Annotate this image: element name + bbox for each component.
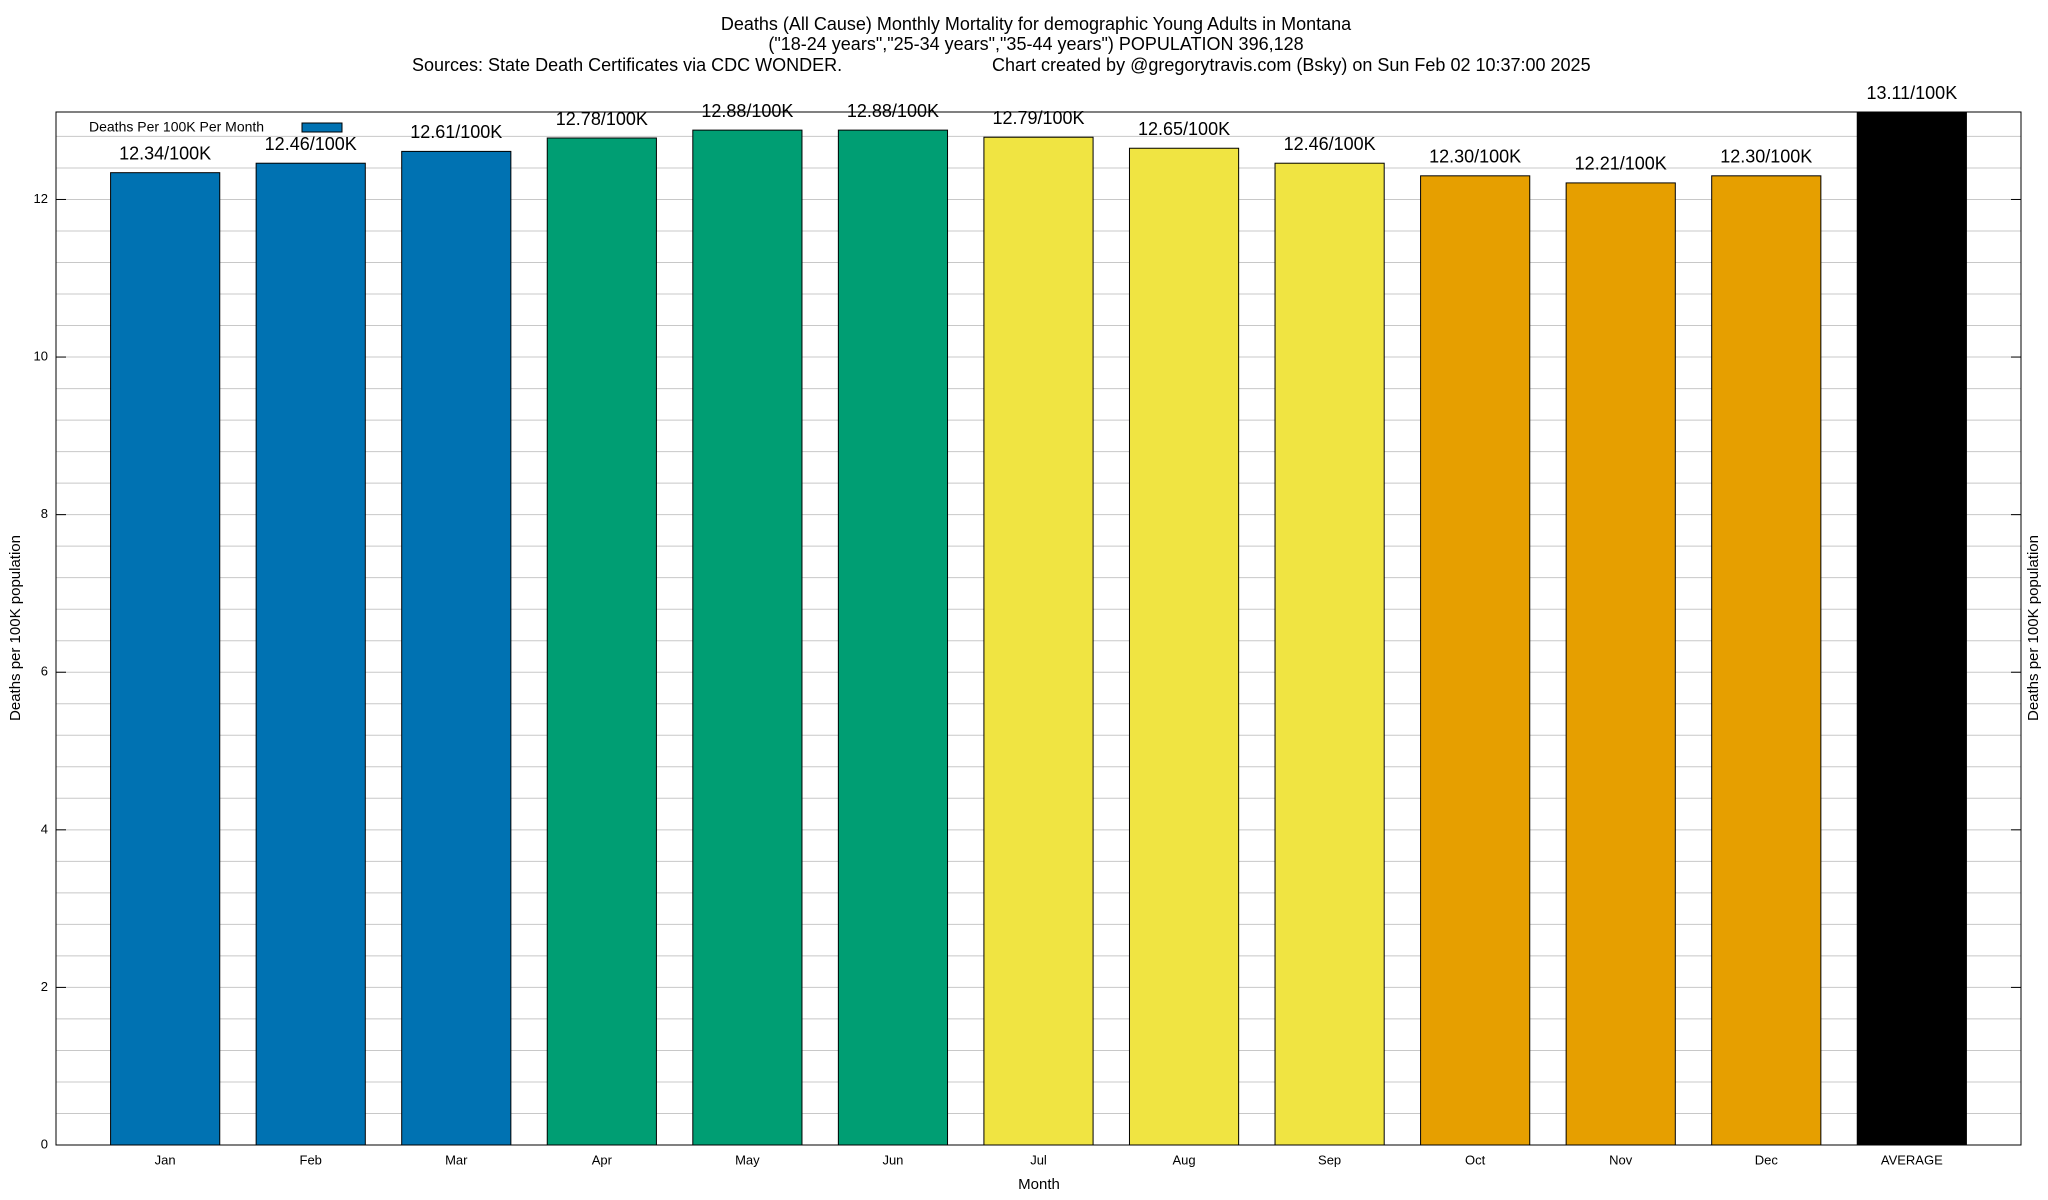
bar: [1856, 111, 1967, 1146]
y-tick-label: 4: [41, 821, 48, 836]
y-tick-label: 8: [41, 506, 48, 521]
x-tick-label: Dec: [1755, 1152, 1779, 1167]
value-label: 12.88/100K: [701, 101, 793, 121]
chart-subtitle: ("18-24 years","25-34 years","35-44 year…: [768, 34, 1303, 54]
x-tick-label: Feb: [300, 1152, 322, 1167]
bar: [692, 129, 803, 1146]
chart-source: Sources: State Death Certificates via CD…: [412, 55, 842, 75]
value-label: 12.61/100K: [410, 122, 502, 142]
x-axis-label: Month: [1018, 1176, 1060, 1193]
chart-credit: Chart created by @gregorytravis.com (Bsk…: [992, 55, 1591, 75]
x-tick-label: May: [735, 1152, 760, 1167]
bar: [837, 129, 949, 1146]
x-tick-label: AVERAGE: [1881, 1152, 1943, 1167]
y-tick-label: 0: [41, 1136, 48, 1151]
x-tick-label: Oct: [1465, 1152, 1486, 1167]
y-axis-label: Deaths per 100K population: [7, 535, 24, 721]
y-tick-label: 2: [41, 979, 48, 994]
x-tick-label: Apr: [592, 1152, 613, 1167]
value-label: 12.65/100K: [1138, 119, 1230, 139]
bar: [1565, 182, 1676, 1146]
chart-title: Deaths (All Cause) Monthly Mortality for…: [721, 14, 1352, 34]
value-label: 13.11/100K: [1866, 83, 1957, 103]
plot-frame: [55, 111, 2022, 1146]
x-tick-label: Jun: [882, 1152, 903, 1167]
y-tick-label: 6: [41, 664, 48, 679]
bar: [1274, 162, 1385, 1146]
bar: [110, 172, 221, 1146]
y2-axis-label: Deaths per 100K population: [2025, 535, 2042, 721]
bar: [1420, 175, 1531, 1146]
x-tick-label: Nov: [1609, 1152, 1633, 1167]
x-tick-label: Jul: [1030, 1152, 1047, 1167]
value-label: 12.34/100K: [119, 143, 211, 163]
bar: [546, 137, 657, 1146]
value-label: 12.88/100K: [847, 101, 939, 121]
y-tick-label: 10: [34, 348, 48, 363]
value-label: 12.79/100K: [992, 108, 1084, 128]
x-tick-label: Mar: [445, 1152, 468, 1167]
value-label: 12.30/100K: [1720, 147, 1812, 167]
value-label: 12.78/100K: [556, 109, 648, 129]
x-tick-label: Jan: [155, 1152, 176, 1167]
bar: [1711, 175, 1822, 1146]
value-label: 12.30/100K: [1429, 147, 1521, 167]
value-label: 12.46/100K: [265, 134, 357, 154]
x-tick-label: Aug: [1172, 1152, 1195, 1167]
bar: [983, 136, 1094, 1146]
y-tick-label: 12: [34, 191, 48, 206]
x-tick-label: Sep: [1318, 1152, 1341, 1167]
bar: [401, 150, 512, 1146]
bar: [1128, 147, 1240, 1146]
legend-label: Deaths Per 100K Per Month: [89, 119, 264, 135]
value-label: 12.46/100K: [1284, 134, 1376, 154]
bar: [255, 162, 366, 1146]
value-label: 12.21/100K: [1575, 154, 1667, 174]
legend-swatch: [301, 122, 343, 133]
